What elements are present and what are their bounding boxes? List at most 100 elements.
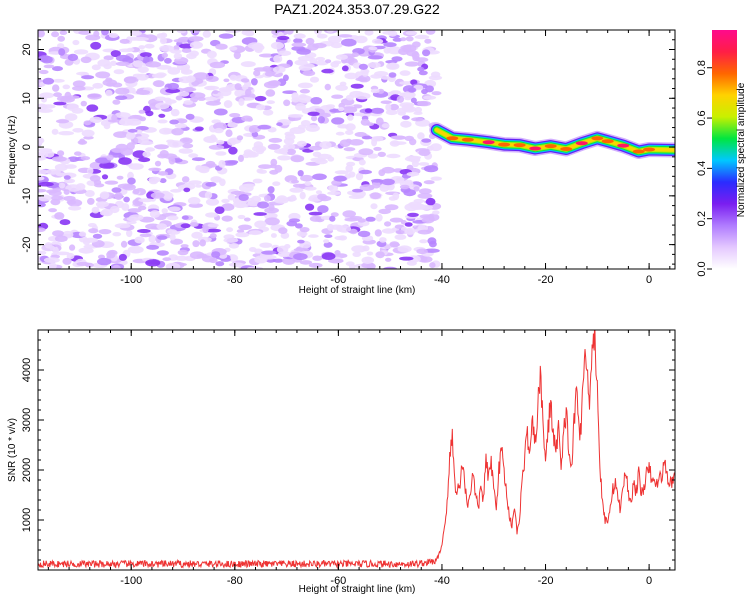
noise-cell	[201, 254, 216, 263]
noise-cell	[66, 200, 77, 205]
colorbar-tick-label: 0.2	[696, 211, 708, 226]
noise-cell	[145, 147, 156, 152]
noise-cell	[296, 140, 307, 147]
noise-cell	[133, 37, 150, 41]
noise-cell	[202, 30, 211, 38]
noise-cell	[230, 190, 246, 195]
noise-cell	[349, 263, 356, 269]
noise-cell	[335, 131, 345, 136]
noise-cell	[321, 68, 334, 74]
noise-cell	[331, 94, 344, 99]
noise-cell	[414, 34, 430, 40]
noise-cell	[43, 257, 60, 263]
noise-cell	[156, 250, 169, 256]
noise-cell	[171, 128, 184, 136]
noise-cell	[403, 189, 417, 197]
noise-cell	[103, 63, 112, 70]
noise-cell	[140, 52, 152, 58]
noise-cell	[89, 161, 103, 170]
chart-title: PAZ1.2024.353.07.29.G22	[274, 1, 440, 17]
noise-cell	[135, 89, 151, 95]
ridge-peak	[482, 140, 495, 145]
noise-cell	[319, 141, 332, 150]
noise-cell	[257, 201, 270, 209]
noise-cell	[145, 110, 154, 117]
noise-cell	[218, 33, 234, 39]
noise-cell	[181, 176, 190, 183]
noise-cell	[215, 43, 228, 50]
noise-cell	[276, 30, 285, 34]
noise-cell	[417, 229, 432, 235]
noise-cell	[299, 227, 310, 233]
noise-cell	[191, 157, 206, 162]
noise-cell	[41, 244, 56, 252]
noise-cell	[330, 212, 339, 218]
noise-cell	[377, 151, 386, 157]
noise-cell	[414, 106, 422, 114]
noise-cell	[421, 88, 428, 95]
noise-cell	[274, 164, 283, 173]
noise-cell	[240, 78, 250, 83]
noise-cell	[346, 161, 356, 167]
noise-cell	[266, 100, 275, 105]
noise-cell	[283, 143, 296, 150]
noise-cell	[272, 181, 281, 186]
noise-cell	[328, 184, 339, 192]
noise-cell	[421, 138, 432, 143]
noise-cell	[418, 70, 428, 76]
noise-cell	[58, 131, 74, 136]
noise-cell	[223, 237, 239, 243]
noise-cell	[311, 115, 318, 122]
noise-cell	[422, 49, 431, 57]
noise-cell	[165, 262, 181, 269]
noise-cell	[288, 218, 301, 223]
noise-cell	[195, 165, 210, 172]
noise-cell	[274, 148, 289, 154]
noise-cell	[381, 178, 395, 186]
noise-cell	[268, 203, 275, 212]
noise-cell	[189, 30, 201, 33]
noise-cell	[167, 67, 181, 75]
noise-cell	[155, 102, 170, 110]
noise-cell	[249, 247, 257, 252]
noise-cell	[138, 157, 151, 163]
noise-cell	[161, 208, 168, 214]
noise-cell	[401, 115, 410, 120]
noise-cell	[418, 149, 431, 156]
noise-cell	[358, 159, 366, 166]
noise-cell	[159, 178, 167, 184]
noise-cell	[404, 203, 419, 212]
noise-cell	[195, 184, 203, 188]
noise-cell	[273, 66, 286, 74]
noise-cell	[254, 220, 267, 229]
noise-cell	[57, 35, 65, 42]
noise-cell	[405, 36, 414, 42]
noise-cell	[358, 63, 368, 70]
y-tick-label: 20	[21, 43, 33, 55]
noise-cell	[261, 250, 277, 255]
noise-cell	[366, 262, 376, 269]
noise-cell	[182, 215, 189, 220]
noise-cell	[52, 78, 65, 83]
ridge-peak	[461, 137, 474, 142]
noise-cell	[368, 185, 375, 190]
ridge-peak	[617, 143, 630, 148]
noise-cell	[205, 228, 222, 233]
y-tick-label: 4000	[21, 358, 33, 382]
noise-cell	[215, 151, 227, 156]
noise-cell	[352, 188, 364, 193]
noise-cell	[39, 69, 49, 75]
noise-cell	[351, 245, 367, 253]
noise-cell	[212, 90, 219, 95]
noise-cell	[378, 169, 386, 177]
noise-cell	[241, 115, 253, 122]
noise-cell	[83, 237, 99, 243]
noise-cell	[108, 33, 119, 38]
snr-x-axis-label: Height of straight line (km)	[299, 584, 416, 595]
noise-cell	[424, 38, 432, 44]
noise-cell	[255, 146, 265, 155]
noise-cell	[298, 94, 307, 99]
noise-cell	[49, 262, 57, 269]
noise-cell	[391, 141, 407, 146]
